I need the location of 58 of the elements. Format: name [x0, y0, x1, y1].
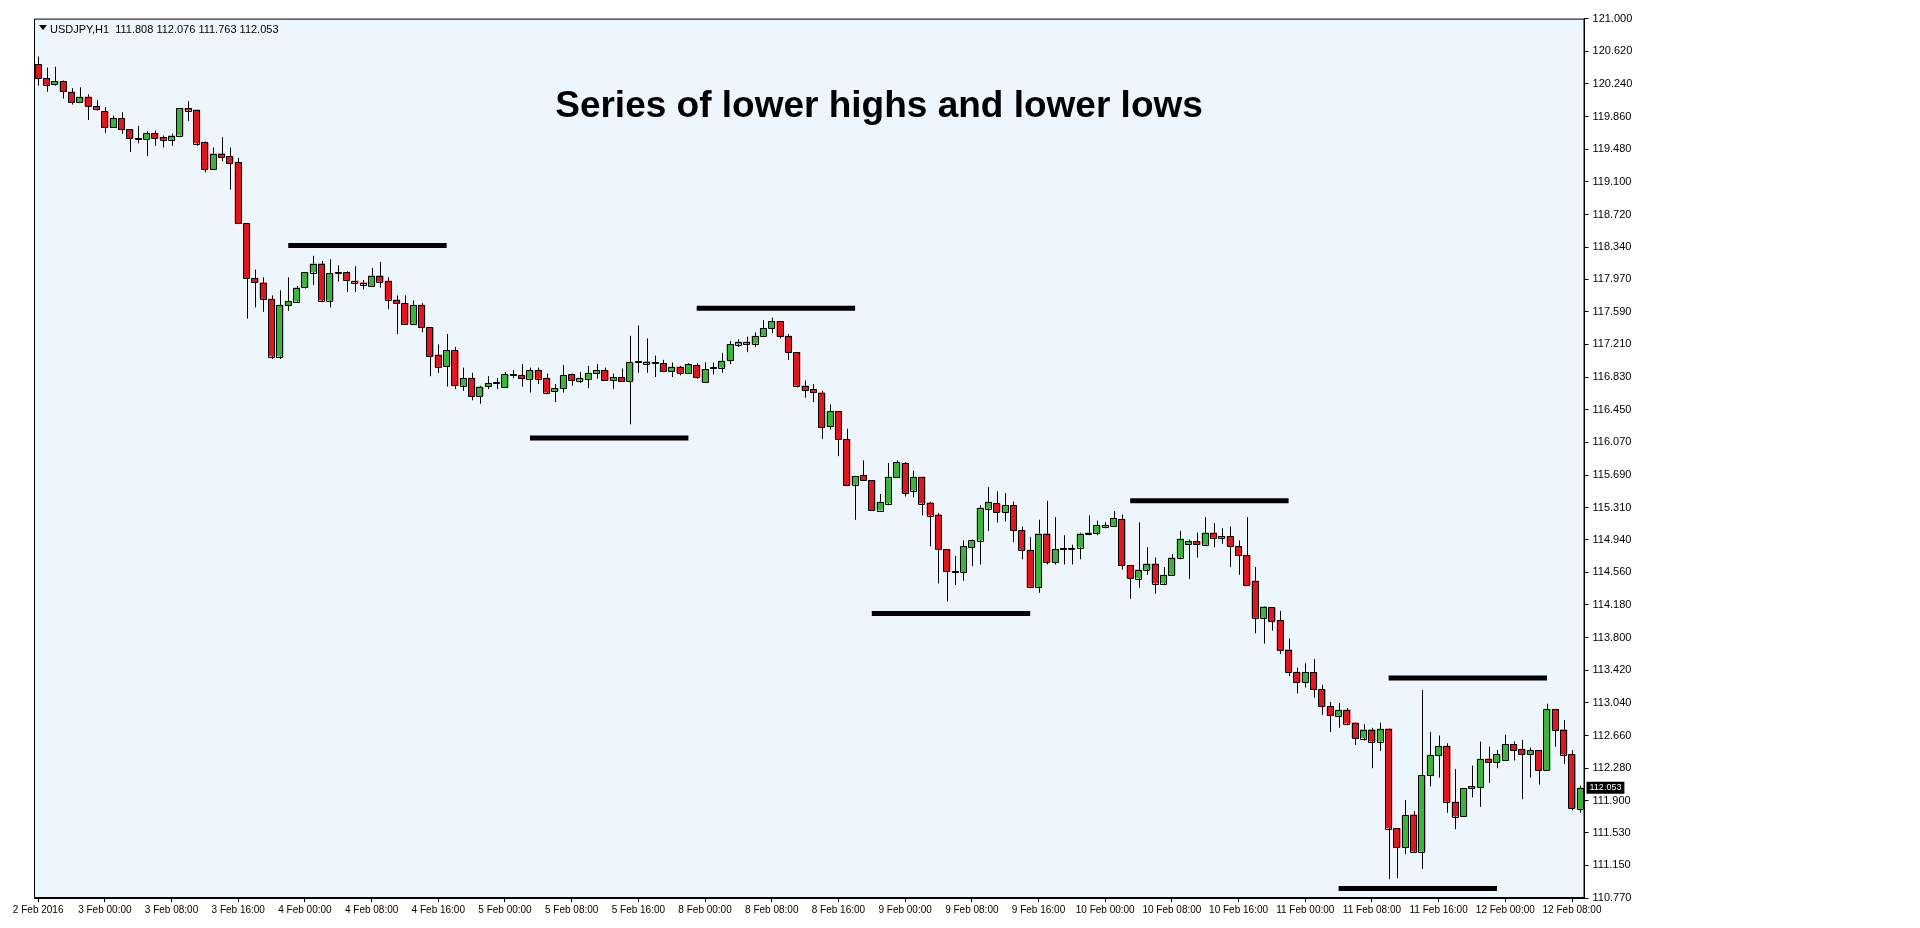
x-tick-label: 11 Feb 00:00 — [1276, 903, 1335, 915]
x-tick-label: 9 Feb 00:00 — [878, 903, 933, 915]
x-tick-label: 3 Feb 08:00 — [144, 903, 199, 915]
x-tick-label: 5 Feb 16:00 — [611, 903, 666, 915]
y-tick-label: 114.940 — [1592, 532, 1632, 545]
x-tick-label: 4 Feb 00:00 — [278, 903, 333, 915]
x-tick-label: 5 Feb 00:00 — [478, 903, 533, 915]
y-tick-label: 119.860 — [1592, 109, 1632, 122]
y-tick-label: 115.690 — [1592, 468, 1632, 481]
y-tick-label: 116.450 — [1592, 402, 1632, 415]
y-tick-label: 112.280 — [1592, 761, 1632, 774]
x-tick-label: 4 Feb 08:00 — [344, 903, 399, 915]
y-tick-label: 113.800 — [1592, 630, 1632, 643]
chart-subtitle: USDJPY,H1 111.808 112.076 111.763 112.053 — [50, 22, 279, 35]
y-tick-label: 121.000 — [1592, 11, 1633, 24]
x-tick-label: 11 Feb 08:00 — [1342, 903, 1402, 915]
y-tick-label: 114.180 — [1592, 597, 1632, 610]
x-tick-label: 10 Feb 00:00 — [1075, 903, 1136, 915]
candlestick — [701, 361, 709, 383]
y-tick-label: 117.590 — [1592, 304, 1632, 317]
y-tick-label: 116.070 — [1592, 435, 1632, 448]
x-tick-label: 9 Feb 08:00 — [945, 903, 999, 915]
text: Series of lower highs and lower lows — [555, 83, 1203, 125]
y-tick-label: 111.900 — [1592, 793, 1631, 806]
y-tick-label: 120.620 — [1592, 44, 1633, 57]
y-tick-label: 115.310 — [1592, 500, 1632, 513]
y-tick-label: 113.420 — [1592, 663, 1632, 676]
x-tick-label: 3 Feb 16:00 — [211, 903, 266, 915]
x-tick-label: 2 Feb 2016 — [12, 903, 64, 915]
x-tick-label: 9 Feb 16:00 — [1011, 903, 1066, 915]
y-tick-label: 111.530 — [1592, 825, 1631, 838]
x-tick-label: 8 Feb 08:00 — [745, 903, 799, 915]
y-tick-label: 112.660 — [1592, 728, 1632, 741]
y-tick-label: 119.480 — [1592, 142, 1632, 155]
x-tick-label: 8 Feb 16:00 — [811, 903, 866, 915]
y-tick-label: 118.720 — [1592, 207, 1632, 220]
x-tick-label: 12 Feb 08:00 — [1542, 903, 1602, 915]
x-tick-label: 8 Feb 00:00 — [678, 903, 733, 915]
y-tick-label: 117.210 — [1592, 337, 1632, 350]
candlestick — [59, 79, 67, 100]
y-tick-label: 110.770 — [1592, 891, 1632, 904]
y-tick-label: 116.830 — [1592, 370, 1632, 383]
y-tick-label: 119.100 — [1592, 174, 1632, 187]
x-tick-label: 11 Feb 16:00 — [1409, 903, 1469, 915]
text: 112.053 — [1589, 782, 1622, 793]
y-tick-label: 117.970 — [1592, 272, 1632, 285]
x-tick-label: 12 Feb 00:00 — [1475, 903, 1536, 915]
x-tick-label: 5 Feb 08:00 — [545, 903, 599, 915]
x-tick-label: 10 Feb 08:00 — [1142, 903, 1202, 915]
y-tick-label: 118.340 — [1592, 240, 1632, 253]
y-tick-label: 114.560 — [1592, 565, 1632, 578]
candlestick — [101, 106, 109, 134]
x-tick-label: 3 Feb 00:00 — [78, 903, 132, 915]
y-tick-label: 120.240 — [1592, 76, 1633, 89]
y-tick-label: 113.040 — [1592, 695, 1632, 708]
x-tick-label: 4 Feb 16:00 — [411, 903, 466, 915]
y-tick-label: 111.150 — [1592, 858, 1631, 871]
x-tick-label: 10 Feb 16:00 — [1209, 903, 1269, 915]
